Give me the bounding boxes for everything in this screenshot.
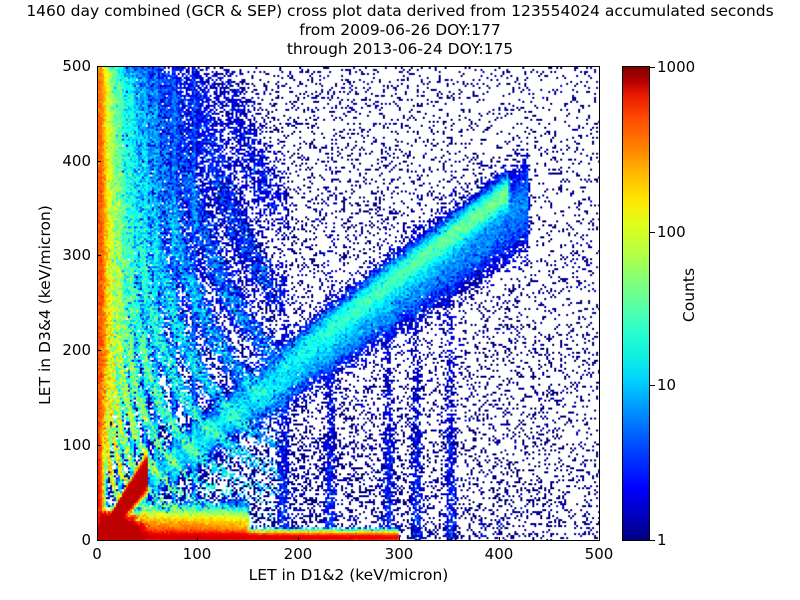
y-tick-label-5: 500 (62, 57, 91, 75)
plot-title: 1460 day combined (GCR & SEP) cross plot… (0, 2, 800, 59)
colorbar-tick-3 (650, 67, 655, 68)
colorbar-tick-2 (650, 232, 655, 233)
plot-area (97, 66, 600, 541)
colorbar-tick-0 (650, 540, 655, 541)
y-tick-label-4: 400 (62, 152, 91, 170)
y-tick-1 (97, 445, 101, 446)
colorbar-tick-label-1: 10 (657, 376, 677, 394)
y-tick-4 (97, 161, 101, 162)
x-axis-label: LET in D1&2 (keV/micron) (248, 566, 449, 584)
colorbar-label: Counts (680, 267, 698, 323)
x-tick-0 (97, 537, 98, 541)
colorbar-tick-label-0: 1 (657, 531, 667, 549)
x-tick-2 (298, 537, 299, 541)
title-line-1: 1460 day combined (GCR & SEP) cross plot… (26, 2, 774, 20)
x-tick-label-0: 0 (92, 545, 102, 563)
colorbar-tick-label-3: 1000 (657, 58, 696, 76)
y-tick-label-3: 300 (62, 246, 91, 264)
y-tick-label-2: 200 (62, 341, 91, 359)
x-tick-label-3: 300 (384, 545, 414, 563)
heatmap-canvas (98, 67, 599, 540)
title-line-2: from 2009-06-26 DOY:177 (299, 21, 501, 39)
y-tick-label-1: 100 (62, 436, 91, 454)
x-tick-4 (499, 537, 500, 541)
y-tick-3 (97, 255, 101, 256)
x-tick-label-2: 200 (283, 545, 313, 563)
x-tick-1 (197, 537, 198, 541)
colorbar-tick-1 (650, 385, 655, 386)
x-tick-3 (399, 537, 400, 541)
y-tick-2 (97, 350, 101, 351)
title-line-3: through 2013-06-24 DOY:175 (286, 40, 514, 58)
colorbar-tick-label-2: 100 (657, 223, 686, 241)
y-tick-label-0: 0 (81, 531, 91, 549)
y-tick-5 (97, 66, 101, 67)
y-axis-label: LET in D3&4 (keV/micron) (36, 205, 54, 405)
x-tick-label-1: 100 (182, 545, 212, 563)
x-tick-5 (599, 537, 600, 541)
y-tick-0 (97, 540, 101, 541)
colorbar (622, 66, 650, 541)
x-tick-label-4: 400 (484, 545, 514, 563)
x-tick-label-5: 500 (584, 545, 614, 563)
